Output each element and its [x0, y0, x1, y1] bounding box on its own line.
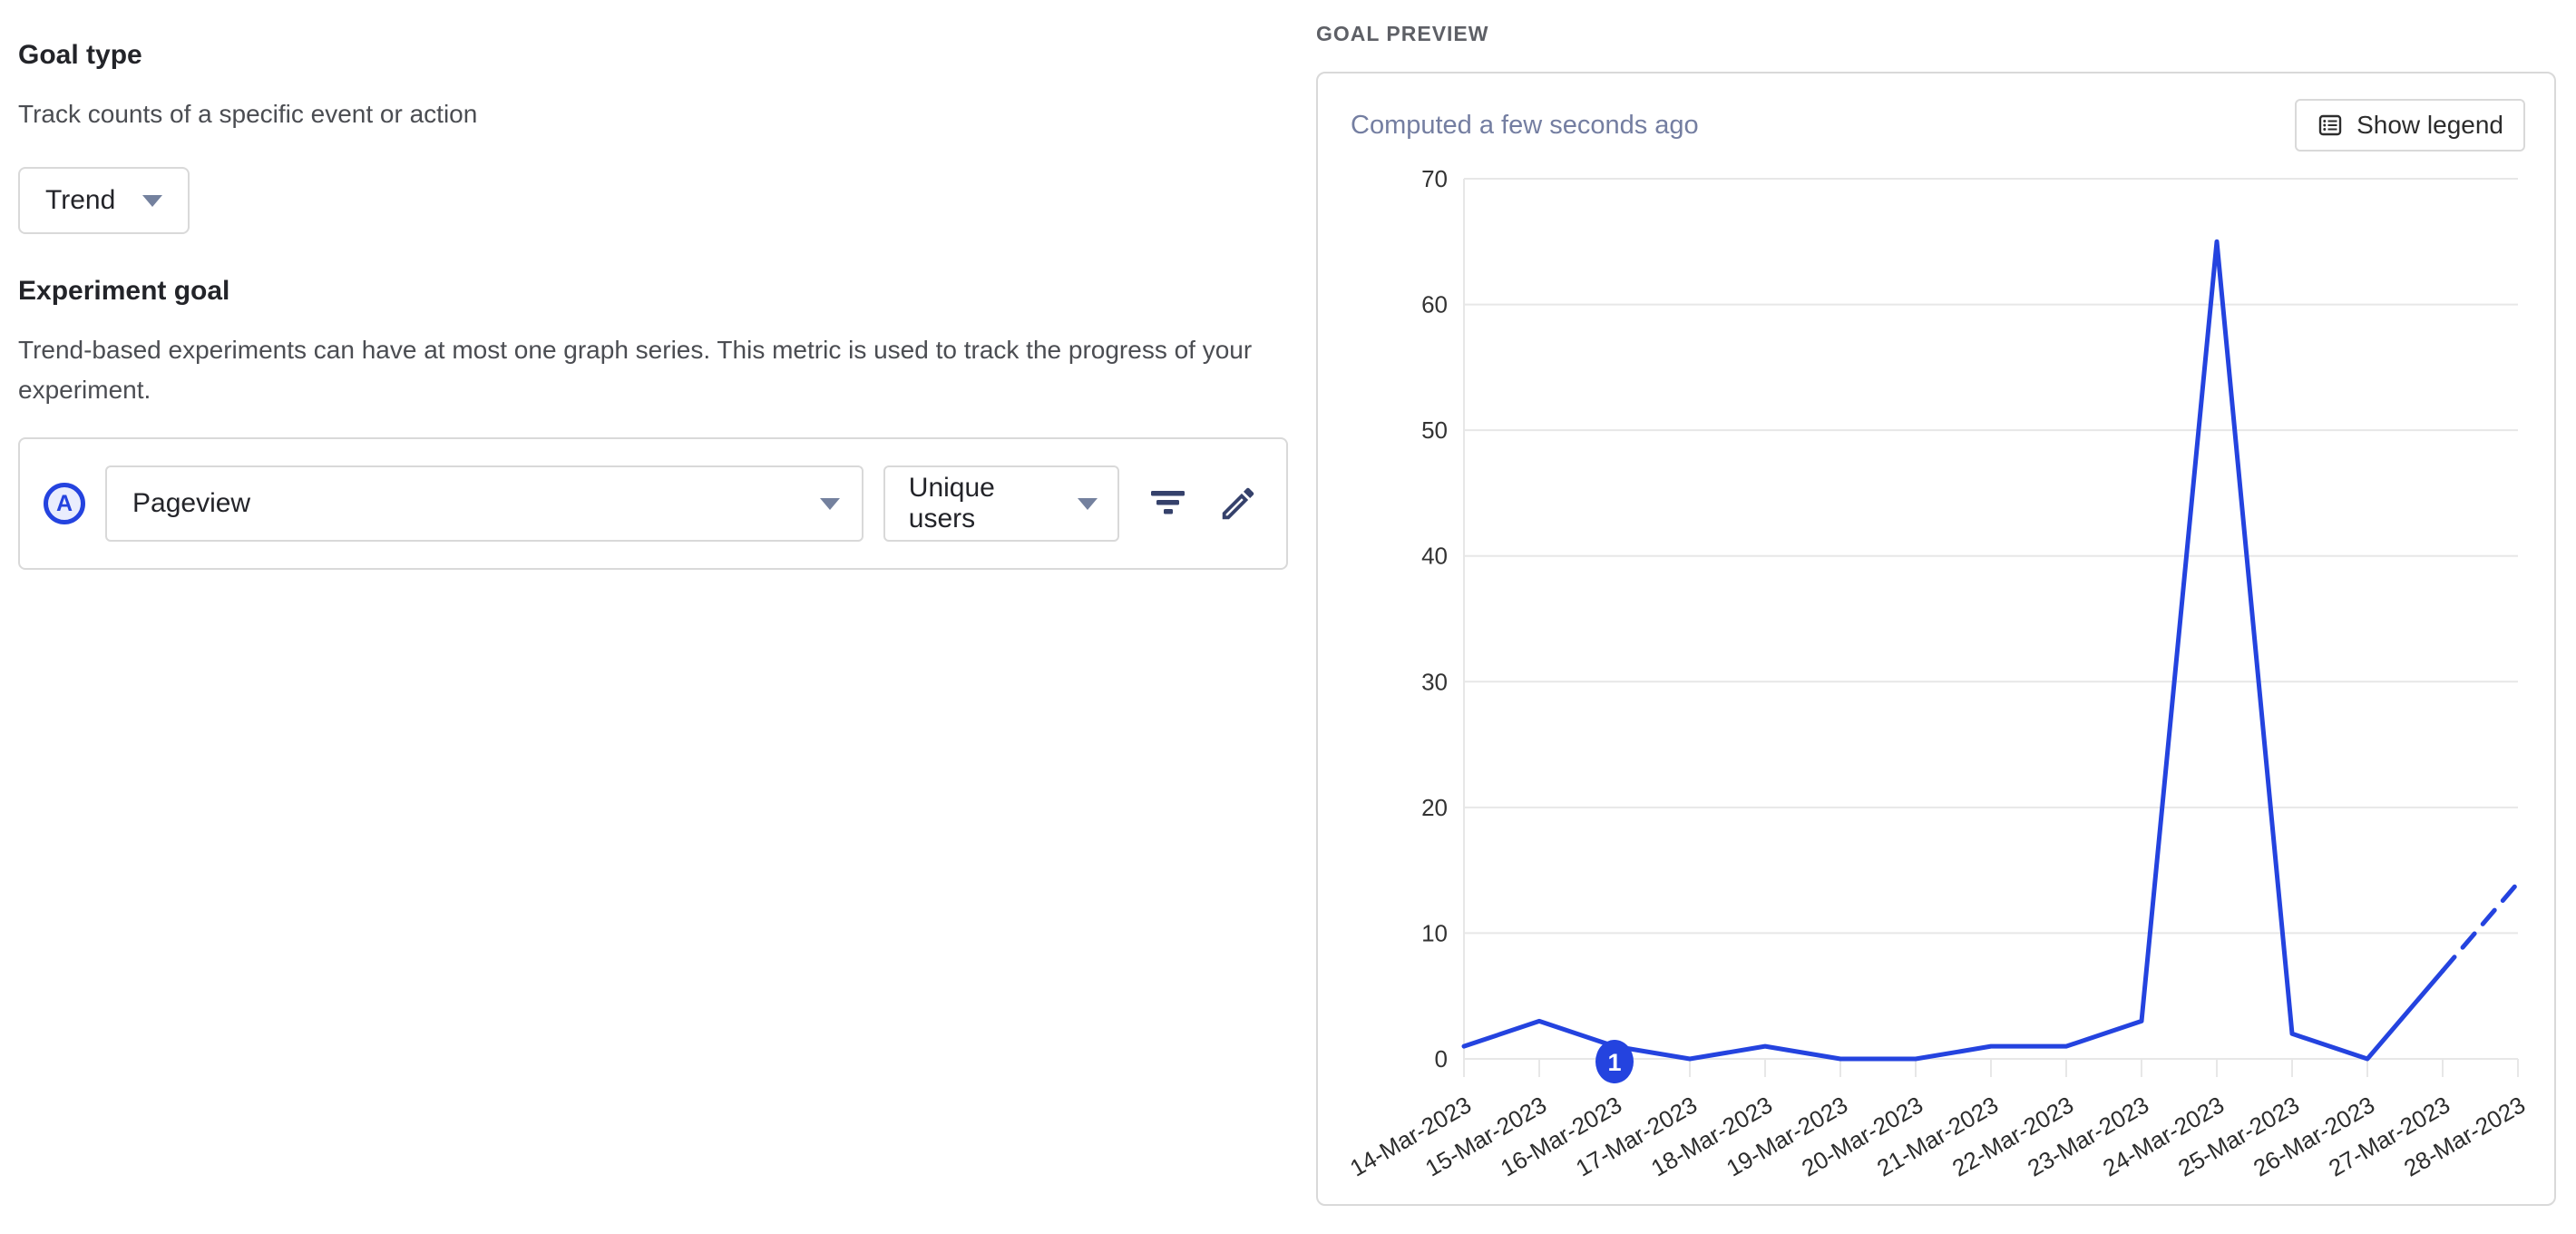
filter-button[interactable]	[1145, 483, 1192, 524]
show-legend-label: Show legend	[2356, 111, 2503, 139]
goal-type-select[interactable]: Trend	[18, 167, 190, 234]
edit-button[interactable]	[1212, 477, 1264, 530]
chevron-down-icon	[1078, 497, 1098, 510]
experiment-goal-description: Trend-based experiments can have at most…	[18, 336, 1253, 404]
y-axis-tick-label: 40	[1421, 543, 1448, 570]
chevron-down-icon	[819, 497, 840, 510]
y-axis-tick-label: 70	[1421, 165, 1448, 192]
aggregation-select[interactable]: Unique users	[883, 465, 1119, 542]
preview-card-header: Computed a few seconds ago Show legend	[1318, 73, 2554, 153]
y-axis-tick-label: 30	[1421, 668, 1448, 695]
event-select-value: Pageview	[132, 488, 251, 518]
goal-preview-panel: GOAL PREVIEW Computed a few seconds ago	[1316, 16, 2558, 1206]
aggregation-select-value: Unique users	[908, 473, 995, 534]
experiment-goal-title: Experiment goal	[18, 276, 230, 306]
show-legend-button[interactable]: Show legend	[2295, 99, 2525, 152]
goal-preview-card: Computed a few seconds ago Show legend	[1316, 72, 2556, 1206]
event-select[interactable]: Pageview	[105, 465, 864, 542]
y-axis-tick-label: 60	[1421, 291, 1448, 318]
series-a-badge[interactable]: A	[44, 483, 85, 524]
svg-text:1: 1	[1607, 1049, 1621, 1076]
experiment-goal-metric-card: A Pageview Unique users	[18, 437, 1288, 570]
goal-settings-panel: Goal type Track counts of a specific eve…	[18, 16, 1295, 570]
y-axis-tick-label: 10	[1421, 919, 1448, 946]
goal-type-select-value: Trend	[45, 185, 116, 215]
y-axis-tick-label: 50	[1421, 416, 1448, 444]
y-axis-tick-label: 20	[1421, 794, 1448, 821]
chevron-down-icon	[142, 194, 163, 207]
series-a-label: A	[55, 490, 73, 516]
pencil-icon	[1217, 483, 1259, 524]
annotation-badge[interactable]: 1	[1595, 1040, 1634, 1083]
filter-icon	[1150, 488, 1186, 519]
goal-preview-heading: GOAL PREVIEW	[1316, 22, 1489, 45]
trend-chart: 01020304050607014-Mar-202315-Mar-202316-…	[1345, 165, 2530, 1182]
goal-type-description: Track counts of a specific event or acti…	[18, 100, 478, 128]
y-axis-tick-label: 0	[1435, 1045, 1448, 1072]
goal-type-title: Goal type	[18, 40, 142, 70]
trend-line	[1461, 239, 2445, 1062]
legend-icon	[2317, 112, 2344, 139]
computed-status: Computed a few seconds ago	[1351, 110, 1699, 140]
trend-line-projection	[2440, 880, 2521, 974]
